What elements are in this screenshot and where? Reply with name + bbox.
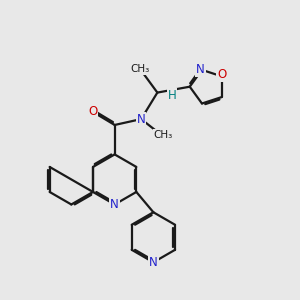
Text: H: H [168, 89, 176, 102]
Text: N: N [149, 256, 158, 269]
Text: O: O [88, 105, 97, 118]
Text: O: O [217, 68, 226, 81]
Text: N: N [110, 198, 119, 211]
Text: CH₃: CH₃ [130, 64, 149, 74]
Text: N: N [137, 112, 146, 126]
Text: CH₃: CH₃ [154, 130, 173, 140]
Text: N: N [196, 63, 205, 76]
